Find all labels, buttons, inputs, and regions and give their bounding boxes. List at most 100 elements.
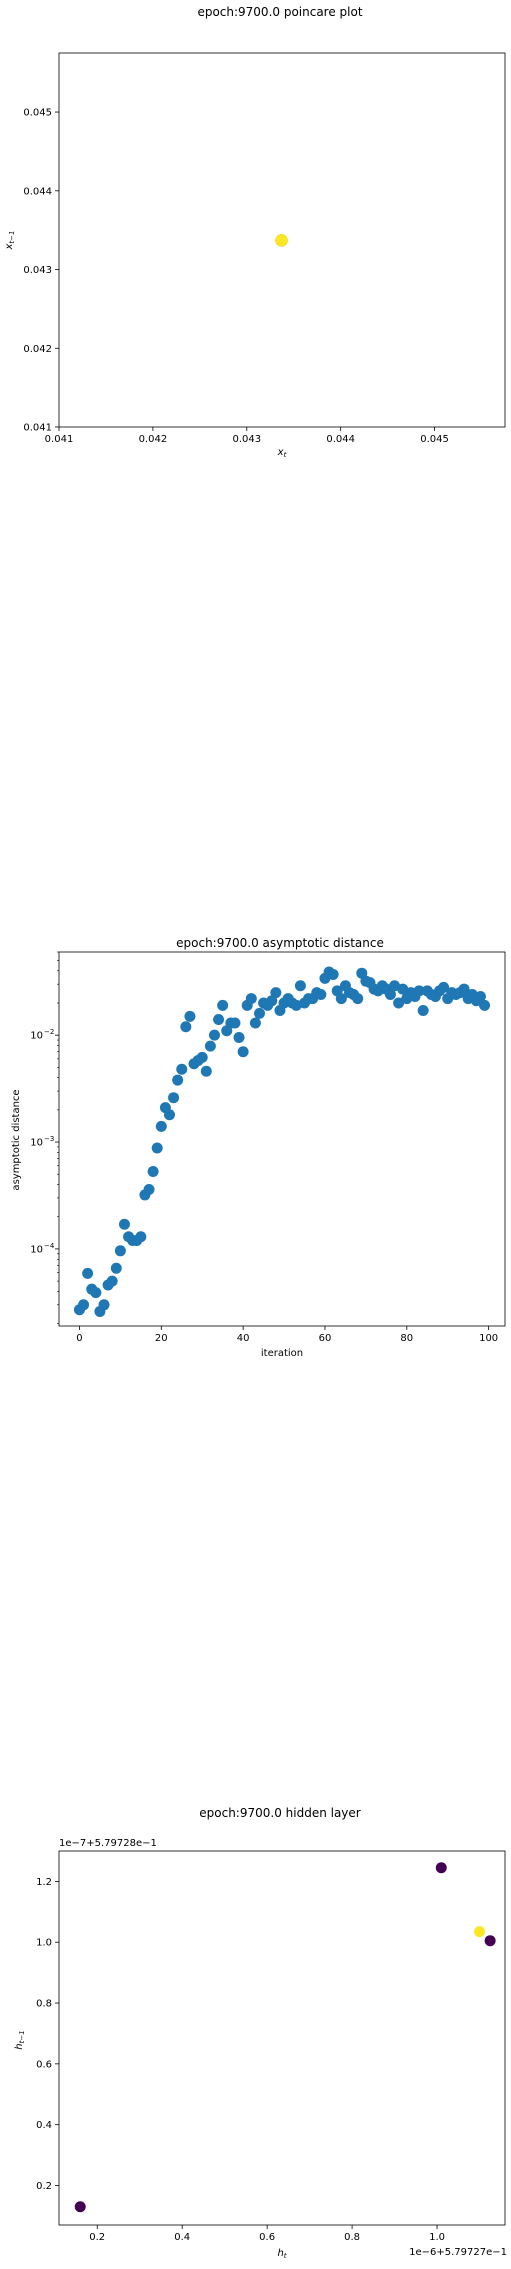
hidden-layer-x-tick-label: 0.2 [89,2232,105,2243]
asymptotic-point [98,1299,110,1311]
asymptotic-point [213,1014,225,1026]
asymptotic-point [172,1074,184,1086]
asymptotic-point [294,980,306,992]
asymptotic-point [249,1017,261,1029]
asymptotic-point [168,1092,180,1104]
poincare-chart: epoch:9700.0 poincare plot 0.041 0.042 0.0… [4,5,506,459]
asymptotic-point [184,1010,196,1022]
poincare-y-tick-label: 0.044 [23,186,52,197]
asymptotic-point [147,1166,159,1178]
asymptotic-point [118,1218,130,1230]
hidden-layer-x-tick-label: 0.6 [259,2232,275,2243]
hidden-layer-point [435,1862,447,1874]
asymptotic-y-tick-exponent: −3 [44,1135,54,1143]
asymptotic-point [110,1262,122,1274]
asymptotic-point [479,999,491,1011]
asymptotic-point [82,1267,94,1279]
asymptotic-x-tick-label: 100 [479,1333,498,1344]
asymptotic-point [237,1046,249,1058]
asymptotic-point [474,991,486,1003]
asymptotic-point [135,1231,147,1243]
asymptotic-y-tick-exponent: −4 [44,1242,55,1250]
asymptotic-points [73,966,491,1317]
poincare-x-tick-label: 0.041 [45,434,74,445]
asymptotic-point [413,985,425,997]
poincare-axes-frame [58,52,506,428]
asymptotic-y-tick-label: 10 [30,1031,43,1042]
asymptotic-y-tick-label: 10 [30,1244,43,1255]
asymptotic-point [176,1063,188,1075]
asymptotic-y-ticks: 10−210−310−4 [30,951,59,1324]
poincare-x-tick-label: 0.043 [232,434,261,445]
poincare-x-tick-label: 0.044 [326,434,355,445]
asymptotic-point [417,1005,429,1017]
poincare-y-ticks: 0.041 0.042 0.043 0.044 0.045 [23,108,59,434]
asymptotic-x-tick-label: 60 [319,1333,332,1344]
asymptotic-point [327,968,339,980]
hidden-layer-y-tick-label: 0.6 [36,2059,52,2070]
poincare-x-tick-label: 0.042 [139,434,168,445]
poincare-y-tick-label: 0.043 [23,265,52,276]
poincare-y-tick-label: 0.045 [23,108,52,119]
asymptotic-point [78,1299,90,1311]
asymptotic-point [393,997,405,1009]
asymptotic-point [253,1007,265,1019]
asymptotic-figure: epoch:9700.0 asymptotic distance 0 20 40 60… [0,930,511,1390]
poincare-point [275,234,288,247]
asymptotic-x-tick-label: 80 [400,1333,413,1344]
hidden-layer-figure: epoch:9700.0 hidden layer 1e−7+5.79728e−… [0,1800,511,2269]
asymptotic-point [458,983,470,995]
poincare-x-tick-label: 0.045 [420,434,449,445]
asymptotic-x-ticks: 0 20 40 60 80 100 [76,1326,498,1344]
asymptotic-point [155,1120,167,1132]
hidden-layer-y-label: ht−1 [14,2030,26,2049]
hidden-layer-point [74,2201,86,2213]
asymptotic-point [335,993,347,1005]
asymptotic-point [204,1040,216,1052]
asymptotic-chart: epoch:9700.0 asymptotic distance 0 20 40 60… [11,936,506,1359]
asymptotic-point [245,993,257,1005]
asymptotic-point [352,993,364,1005]
asymptotic-point [270,987,282,999]
asymptotic-title: epoch:9700.0 asymptotic distance [176,936,384,950]
asymptotic-x-tick-label: 0 [76,1333,82,1344]
asymptotic-point [384,989,396,1001]
asymptotic-point [266,995,278,1007]
poincare-figure: epoch:9700.0 poincare plot 0.041 0.042 0.0… [0,0,511,470]
asymptotic-point [114,1245,126,1257]
hidden-layer-y-tick-label: 0.2 [36,2181,52,2192]
hidden-layer-x-tick-label: 0.8 [344,2232,360,2243]
hidden-layer-chart: epoch:9700.0 hidden layer 1e−7+5.79728e−… [14,1806,507,2260]
hidden-layer-x-offset: 1e−6+5.79727e−1 [409,2247,507,2258]
asymptotic-axes-frame [58,951,506,1327]
asymptotic-y-tick-label: 10 [30,1138,43,1149]
asymptotic-point [196,1051,208,1063]
asymptotic-y-tick-exponent: −2 [44,1028,54,1036]
asymptotic-point [90,1287,102,1299]
hidden-layer-x-tick-label: 0.4 [174,2232,190,2243]
poincare-y-tick-label: 0.041 [23,423,52,434]
hidden-layer-y-ticks: 1.2 1.0 0.8 0.6 0.4 0.2 [36,1877,59,2192]
asymptotic-point [151,1142,163,1154]
asymptotic-y-label: asymptotic distance [11,1089,22,1190]
asymptotic-point [438,981,450,993]
asymptotic-point [143,1183,155,1195]
asymptotic-point [106,1275,118,1287]
asymptotic-x-label: iteration [261,1348,303,1359]
poincare-x-label: xt [277,447,287,459]
hidden-layer-x-label: ht [277,2248,286,2260]
hidden-layer-y-tick-label: 0.4 [36,2120,52,2131]
poincare-title: epoch:9700.0 poincare plot [197,5,362,19]
asymptotic-point [200,1065,212,1077]
asymptotic-point [229,1017,241,1029]
asymptotic-point [208,1029,220,1041]
asymptotic-point [163,1109,175,1121]
hidden-layer-title: epoch:9700.0 hidden layer [199,1806,361,1820]
hidden-layer-point [484,1935,496,1947]
asymptotic-point [217,999,229,1011]
poincare-y-label: xt−1 [4,231,16,251]
hidden-layer-y-tick-label: 1.0 [36,1938,52,1949]
hidden-layer-x-ticks: 0.2 0.4 0.6 0.8 1.0 [89,2225,445,2243]
hidden-layer-point [474,1926,486,1938]
poincare-y-tick-label: 0.042 [23,344,52,355]
